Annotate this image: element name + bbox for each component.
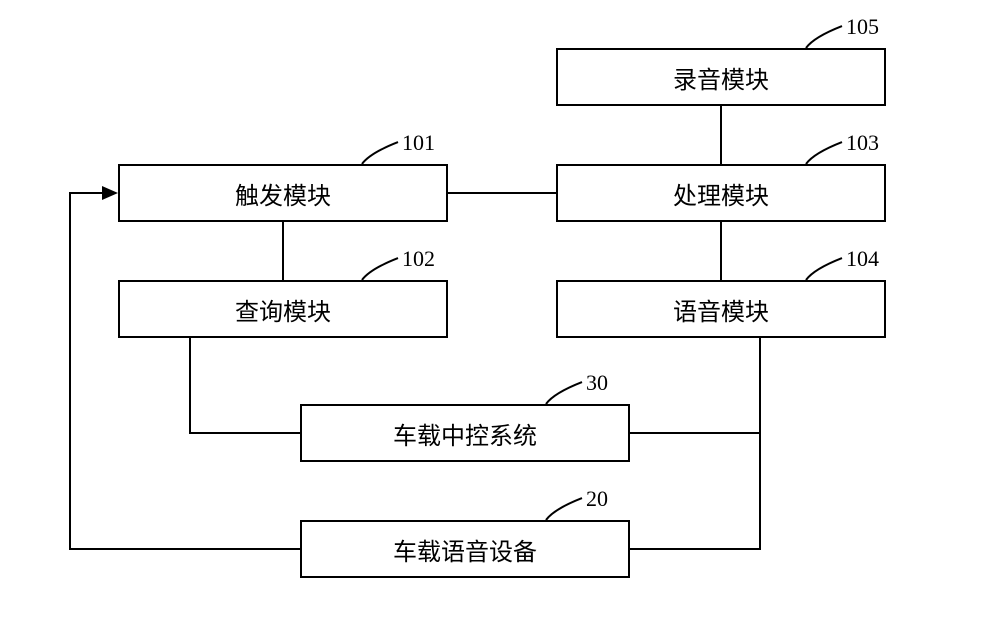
leader-30 <box>546 382 582 404</box>
node-101-label: 触发模块 <box>235 176 331 211</box>
label-20: 20 <box>586 486 608 512</box>
node-102: 查询模块 <box>118 280 448 338</box>
node-20: 车载语音设备 <box>300 520 630 578</box>
node-30: 车载中控系统 <box>300 404 630 462</box>
node-103-label: 处理模块 <box>673 176 769 211</box>
leader-102 <box>362 258 398 280</box>
e-102-30 <box>190 338 300 433</box>
label-105: 105 <box>846 14 879 40</box>
node-105-label: 录音模块 <box>673 60 769 95</box>
node-20-label: 车载语音设备 <box>393 532 537 567</box>
node-102-label: 查询模块 <box>235 292 331 327</box>
node-105: 录音模块 <box>556 48 886 106</box>
label-103: 103 <box>846 130 879 156</box>
label-102: 102 <box>402 246 435 272</box>
node-104: 语音模块 <box>556 280 886 338</box>
label-101: 101 <box>402 130 435 156</box>
e-20-101-arrowhead <box>102 186 118 200</box>
node-104-label: 语音模块 <box>673 292 769 327</box>
e-30-20 <box>630 433 760 549</box>
node-103: 处理模块 <box>556 164 886 222</box>
label-30: 30 <box>586 370 608 396</box>
e-104-30 <box>630 338 760 433</box>
e-20-101 <box>70 193 300 549</box>
leader-101 <box>362 142 398 164</box>
leader-105 <box>806 26 842 48</box>
leader-104 <box>806 258 842 280</box>
label-104: 104 <box>846 246 879 272</box>
node-101: 触发模块 <box>118 164 448 222</box>
node-30-label: 车载中控系统 <box>393 416 537 451</box>
leader-103 <box>806 142 842 164</box>
leader-20 <box>546 498 582 520</box>
